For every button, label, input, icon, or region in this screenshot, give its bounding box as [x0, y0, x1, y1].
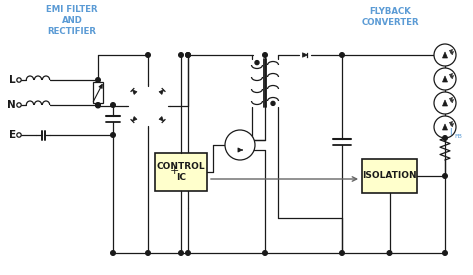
Circle shape [434, 116, 456, 138]
Circle shape [434, 44, 456, 66]
Bar [362, 159, 417, 193]
Polygon shape [443, 52, 447, 58]
Text: I: I [449, 128, 452, 137]
Circle shape [96, 78, 100, 82]
Circle shape [434, 92, 456, 114]
Text: L: L [9, 75, 16, 85]
Text: +: + [169, 166, 179, 176]
Circle shape [434, 68, 456, 90]
Circle shape [443, 174, 447, 178]
Text: N: N [7, 100, 16, 110]
Circle shape [255, 60, 259, 65]
Circle shape [96, 103, 100, 107]
Circle shape [263, 53, 267, 57]
Circle shape [443, 136, 447, 140]
Polygon shape [132, 117, 137, 121]
Circle shape [179, 251, 184, 255]
Polygon shape [132, 90, 137, 95]
Polygon shape [159, 117, 164, 121]
Circle shape [186, 53, 190, 57]
Text: E: E [9, 130, 16, 140]
Polygon shape [443, 124, 447, 130]
Text: CONTROL
IC: CONTROL IC [157, 162, 205, 182]
Circle shape [96, 103, 100, 108]
Circle shape [111, 251, 115, 255]
Circle shape [225, 130, 255, 160]
Circle shape [263, 251, 267, 255]
Circle shape [146, 53, 150, 57]
Text: ISOLATION: ISOLATION [362, 172, 417, 180]
Circle shape [186, 251, 190, 255]
Circle shape [271, 101, 275, 105]
Circle shape [443, 251, 447, 255]
Circle shape [179, 53, 184, 57]
Polygon shape [303, 53, 307, 57]
Circle shape [17, 133, 21, 137]
Text: FB: FB [454, 134, 462, 139]
Circle shape [17, 103, 21, 107]
Circle shape [186, 53, 190, 57]
Circle shape [17, 78, 21, 82]
Text: EMI FILTER
AND
RECTIFIER: EMI FILTER AND RECTIFIER [46, 5, 98, 35]
Circle shape [111, 103, 115, 107]
Polygon shape [443, 100, 447, 106]
Circle shape [340, 53, 344, 57]
Circle shape [340, 251, 344, 255]
Circle shape [387, 251, 392, 255]
Bar [155, 153, 207, 191]
Bar [93, 82, 103, 103]
Polygon shape [443, 76, 447, 82]
Circle shape [146, 251, 150, 255]
Text: FLYBACK
CONVERTER: FLYBACK CONVERTER [361, 7, 419, 27]
Polygon shape [159, 90, 164, 95]
Circle shape [111, 133, 115, 137]
